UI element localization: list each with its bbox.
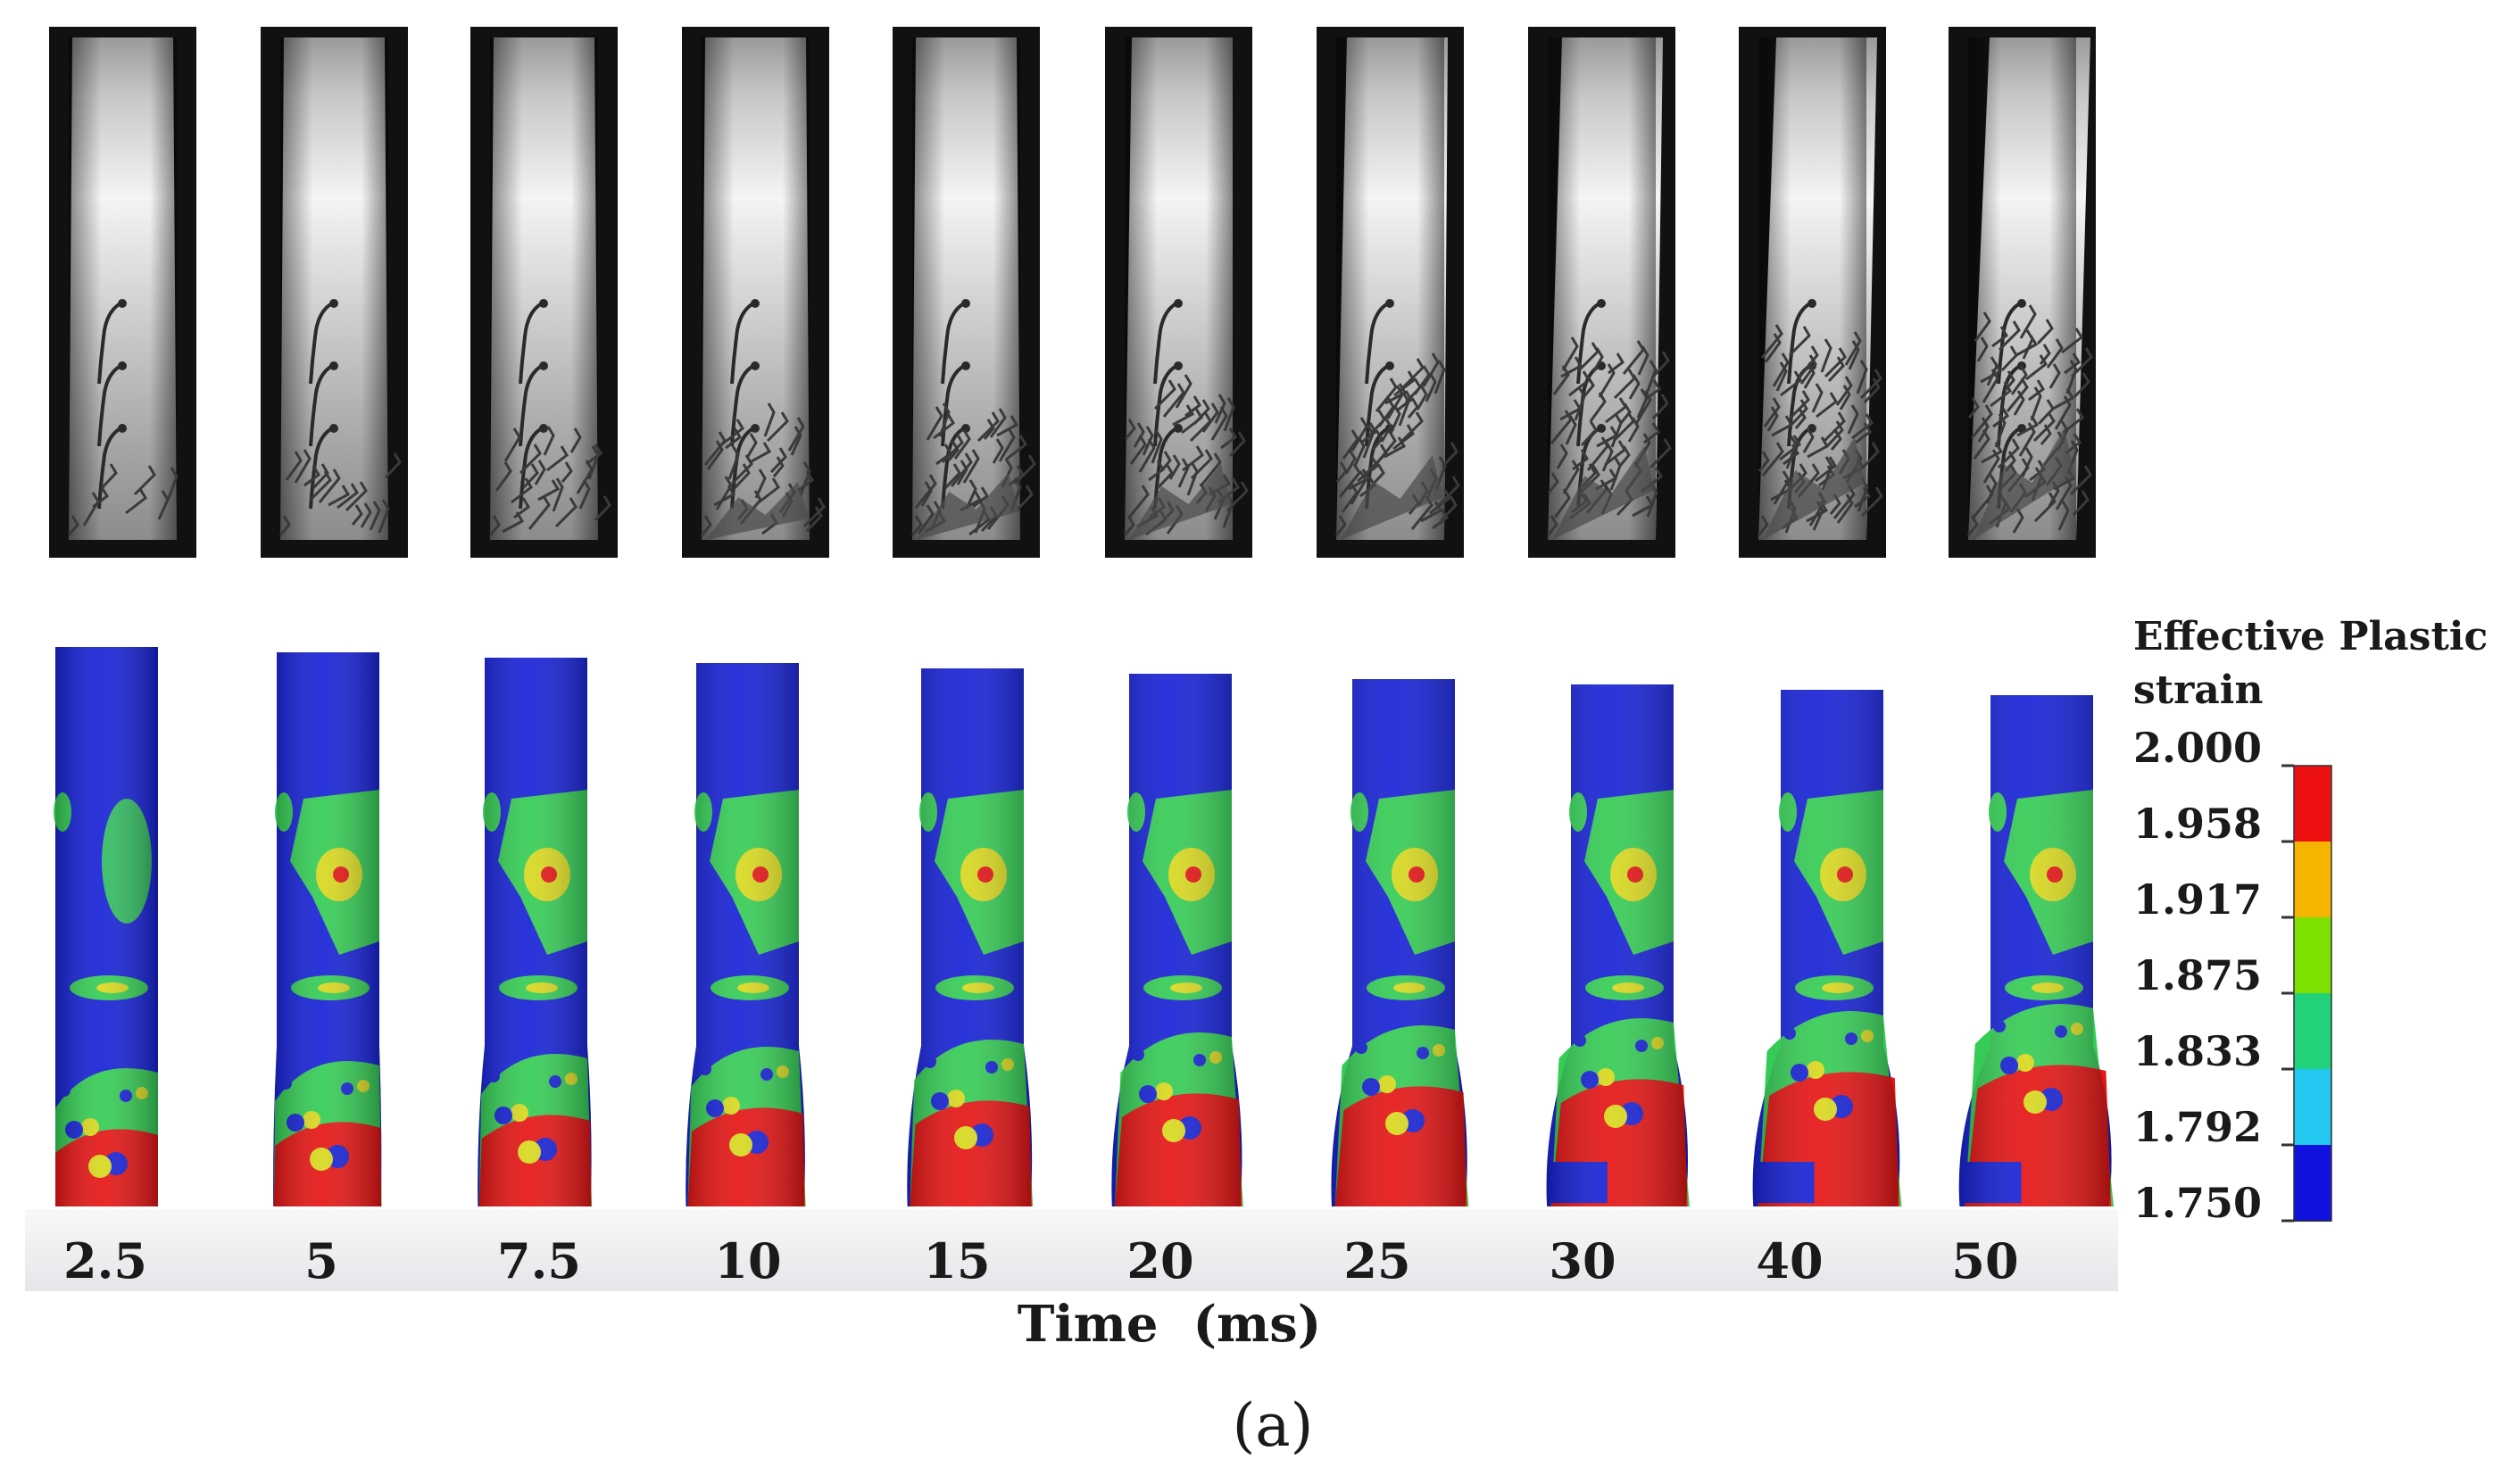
time-label: 5: [304, 1232, 338, 1289]
photo-frame: [1528, 27, 1675, 558]
legend-value: 1.792: [2133, 1103, 2262, 1151]
time-label: 40: [1756, 1232, 1823, 1289]
caption-label: (a): [1233, 1391, 1314, 1460]
photo-frame: [49, 27, 196, 558]
time-label: 20: [1126, 1232, 1193, 1289]
simulation-column: [54, 647, 158, 1206]
photo-frame: [1739, 27, 1886, 558]
photo-frame: [261, 27, 408, 558]
time-labels: 2.5 5 7.5 10 15 20 25 30 40 50: [63, 1232, 2019, 1289]
legend-value: 1.750: [2133, 1179, 2262, 1227]
legend-title-line1: Effective Plastic: [2133, 614, 2488, 659]
time-label: 50: [1951, 1232, 2018, 1289]
photo-frame: [1105, 27, 1252, 558]
time-label: 15: [923, 1232, 990, 1289]
simulation-row: [54, 647, 2115, 1206]
legend-value: 1.958: [2133, 800, 2262, 848]
legend-value: 1.917: [2133, 875, 2262, 924]
legend-value: 1.875: [2133, 951, 2262, 999]
strain-legend: Effective Plastic strain 2.000 1.958 1.917…: [2133, 614, 2488, 1227]
time-strip: [25, 1209, 2118, 1291]
time-label: 2.5: [63, 1232, 147, 1289]
photo-frame: [1949, 27, 2096, 558]
time-label: 30: [1549, 1232, 1616, 1289]
legend-swatch: [2294, 766, 2331, 842]
legend-title-line2: strain: [2133, 667, 2264, 713]
simulation-column: [478, 658, 593, 1206]
legend-swatch: [2294, 1145, 2331, 1222]
time-label: 7.5: [497, 1232, 581, 1289]
photo-frame: [470, 27, 618, 558]
legend-swatch: [2294, 1069, 2331, 1146]
simulation-column: [1331, 679, 1469, 1206]
simulation-column: [907, 668, 1034, 1206]
simulation-column: [1752, 690, 1902, 1206]
legend-value: 1.833: [2133, 1027, 2262, 1075]
simulation-column: [273, 652, 382, 1206]
legend-swatch: [2294, 993, 2331, 1070]
simulation-column: [1958, 695, 2115, 1206]
photo-row: [49, 27, 2096, 558]
photo-frame: [1317, 27, 1464, 558]
legend-swatch: [2294, 917, 2331, 994]
time-label: 25: [1343, 1232, 1410, 1289]
legend-value: 2.000: [2133, 724, 2262, 772]
photo-frame: [682, 27, 829, 558]
simulation-column: [686, 663, 806, 1206]
axis-title: Time (ms): [1018, 1295, 1322, 1354]
legend-swatch: [2294, 841, 2331, 918]
simulation-column: [1546, 684, 1690, 1206]
simulation-column: [1111, 674, 1243, 1206]
time-label: 10: [714, 1232, 781, 1289]
photo-frame: [893, 27, 1040, 558]
